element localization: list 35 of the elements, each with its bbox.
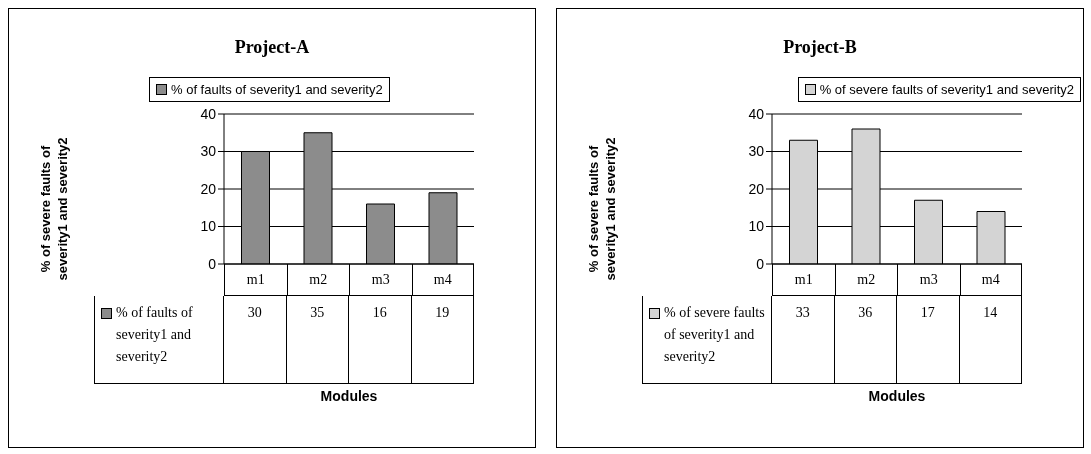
data-label: 33 <box>772 296 835 384</box>
x-axis-title: Modules <box>867 388 927 404</box>
x-axis-title: Modules <box>319 388 379 404</box>
y-tick-label: 20 <box>200 180 217 197</box>
y-tick-label: 40 <box>748 105 765 122</box>
chart-title: Project-B <box>782 37 858 58</box>
data-label: 14 <box>959 296 1022 384</box>
x-tick-label: m1 <box>772 264 835 296</box>
x-tick-label: m4 <box>411 264 474 296</box>
data-label: 19 <box>411 296 474 384</box>
y-tick-label: 10 <box>200 218 217 235</box>
y-tick-label: 40 <box>200 105 217 122</box>
legend-label: % of faults of severity1 and severity2 <box>170 82 383 97</box>
y-axis-title: % of severe faults of severity1 and severity2 <box>37 136 71 283</box>
legend-label: % of severe faults of severity1 and severity2 <box>818 82 1074 97</box>
chart-title: Project-A <box>233 37 311 58</box>
data-label: 16 <box>349 296 412 384</box>
text: % of severe faults of severity1 and severity2 <box>664 305 765 364</box>
x-tick-label: m2 <box>834 264 897 296</box>
y-axis-title: % of severe faults of severity1 and severity2 <box>585 136 619 283</box>
data-label: 35 <box>286 296 349 384</box>
y-tick-label: 30 <box>200 143 217 160</box>
y-tick-label: 0 <box>208 255 217 272</box>
x-tick-label: m3 <box>349 264 412 296</box>
y-tick-label: 10 <box>748 218 765 235</box>
y-tick-label: 20 <box>748 180 765 197</box>
x-tick-label: m4 <box>959 264 1022 296</box>
data-label: 17 <box>897 296 960 384</box>
y-tick-label: 30 <box>748 143 765 160</box>
data-label: 36 <box>834 296 897 384</box>
x-tick-label: m2 <box>286 264 349 296</box>
x-tick-label: m1 <box>224 264 287 296</box>
y-tick-label: 0 <box>756 255 765 272</box>
x-tick-label: m3 <box>897 264 960 296</box>
text: % of faults of severity1 and severity2 <box>116 305 193 364</box>
